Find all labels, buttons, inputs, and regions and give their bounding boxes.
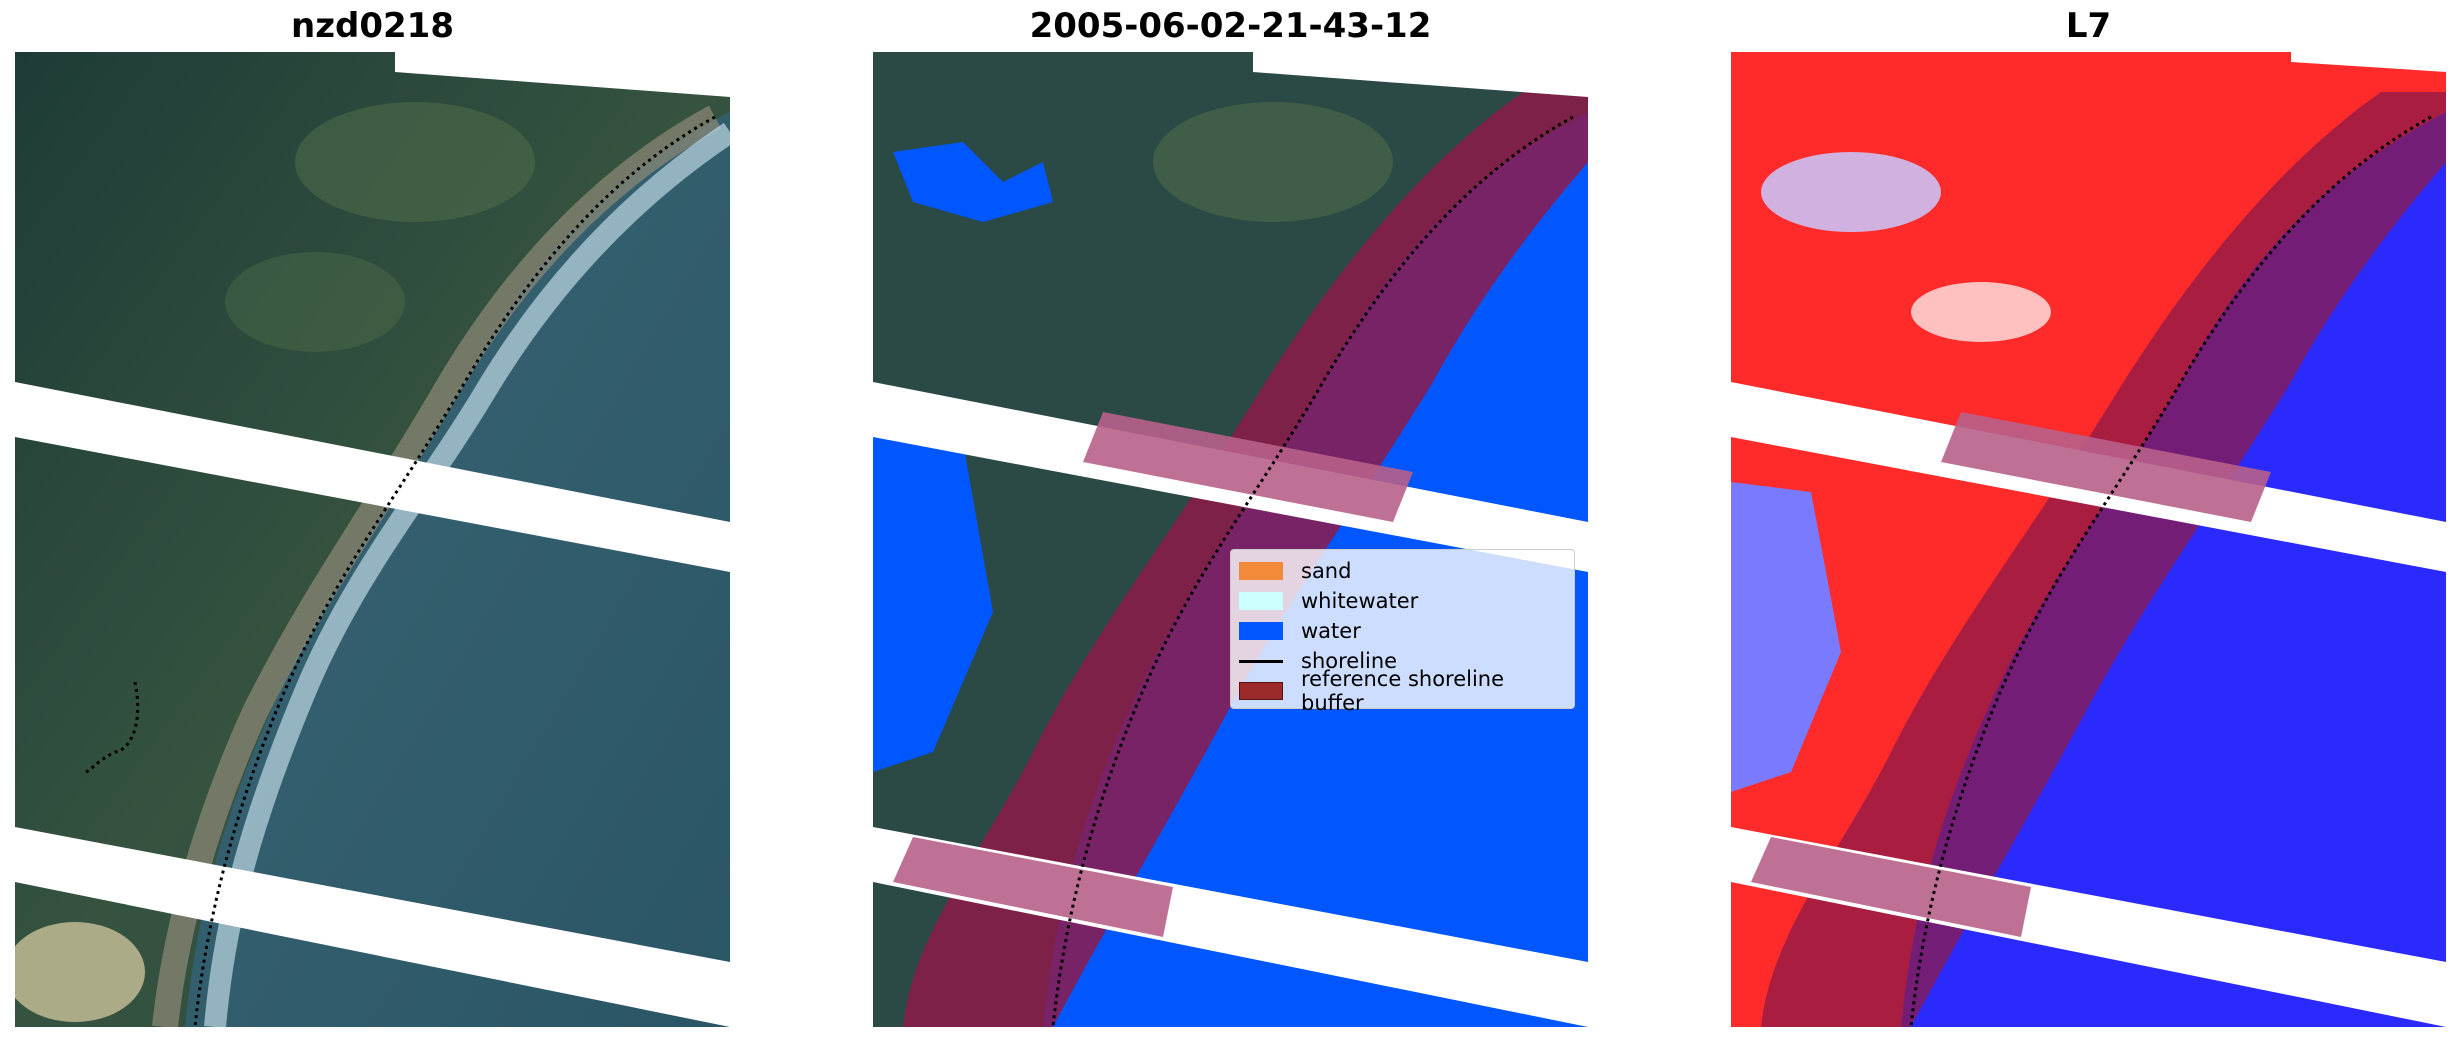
- legend-label: water: [1301, 619, 1361, 643]
- legend-item-water: water: [1239, 616, 1566, 646]
- legend-item-sand: sand: [1239, 556, 1566, 586]
- legend-line-shoreline: [1239, 659, 1283, 663]
- legend-item-whitewater: whitewater: [1239, 586, 1566, 616]
- legend-item-buffer: reference shoreline buffer: [1239, 667, 1566, 715]
- index-panel: [1731, 52, 2446, 1027]
- panel-title-classified: 2005-06-02-21-43-12: [1029, 6, 1432, 46]
- legend-label: shoreline: [1301, 649, 1398, 673]
- legend-swatch-sand: [1239, 562, 1283, 580]
- panel-title-rgb: nzd0218: [291, 6, 454, 46]
- legend-label: whitewater: [1301, 589, 1419, 613]
- legend-swatch-buffer: [1239, 682, 1283, 700]
- legend-swatch-water: [1239, 622, 1283, 640]
- legend-swatch-whitewater: [1239, 592, 1283, 610]
- legend-item-shoreline: shoreline: [1239, 646, 1566, 676]
- rgb-image-panel: [15, 52, 730, 1027]
- legend-label: sand: [1301, 559, 1352, 583]
- classification-panel: [873, 52, 1588, 1027]
- panel-title-index: L7: [2065, 6, 2112, 46]
- legend-label: reference shoreline buffer: [1301, 667, 1505, 715]
- legend: sand whitewater water shoreline referenc…: [1230, 549, 1575, 715]
